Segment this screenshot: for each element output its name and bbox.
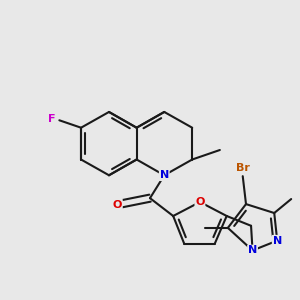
Text: N: N [273, 236, 282, 246]
Text: N: N [160, 170, 169, 180]
Text: N: N [248, 245, 257, 256]
Text: O: O [195, 197, 205, 207]
Text: F: F [48, 114, 55, 124]
Text: O: O [112, 200, 122, 210]
Text: Br: Br [236, 163, 250, 173]
